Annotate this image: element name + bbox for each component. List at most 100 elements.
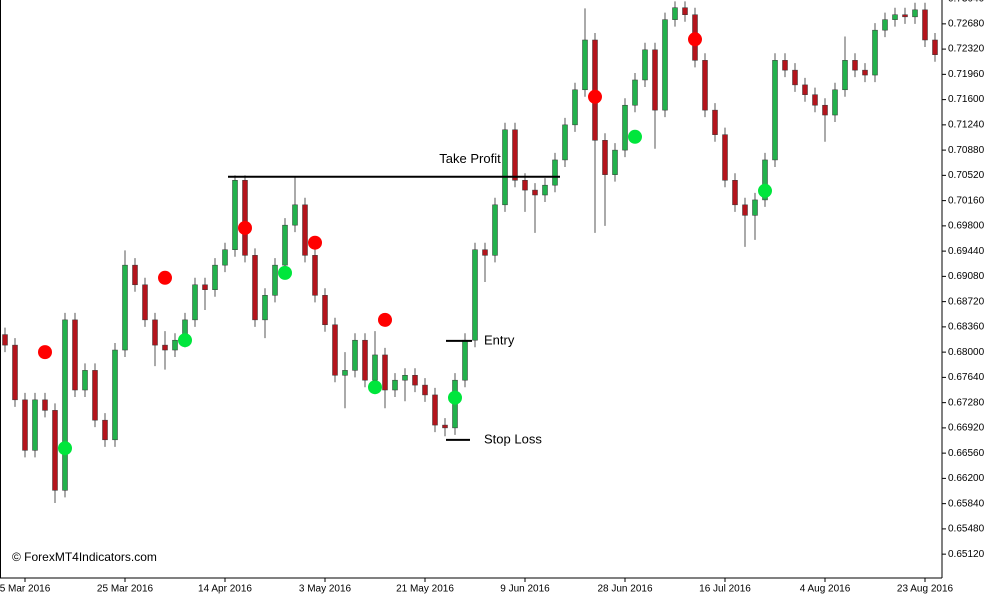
candle-body [422,384,428,396]
candle-body [532,189,538,196]
candle-body [362,339,368,381]
candle-body [542,184,548,196]
candle-body [162,344,168,351]
x-tick-label: 28 Jun 2016 [597,584,652,595]
sell-signal [38,345,52,360]
y-tick-label: 0.71600 [948,94,985,105]
candle-body [52,410,58,491]
candle-body [922,9,928,41]
candle-body [882,19,888,31]
stop-loss-label: Stop Loss [484,431,542,446]
y-tick-label: 0.66200 [948,473,985,484]
x-tick-label: 5 Mar 2016 [0,584,51,595]
candle-body [292,204,298,226]
candle-body [872,29,878,76]
buy-signal [628,129,642,144]
candle-body [862,69,868,76]
sell-signal [158,270,172,285]
candle-body [282,224,288,266]
candle-body [932,39,938,55]
x-tick-label: 3 May 2016 [299,584,352,595]
y-tick-label: 0.69440 [948,246,985,257]
y-tick-label: 0.66560 [948,448,985,459]
candle-body [622,104,628,151]
y-tick-label: 0.70520 [948,170,985,181]
candle-body [562,124,568,161]
candle-body [122,264,128,351]
x-tick-label: 21 May 2016 [396,584,454,595]
candle-body [2,334,8,346]
candle-body [432,394,438,426]
candle-body [742,204,748,216]
candle-body [602,140,608,175]
candle-body [412,375,418,386]
x-tick-label: 25 Mar 2016 [97,584,154,595]
y-tick-label: 0.72680 [948,18,985,29]
candle-body [812,94,818,106]
x-tick-label: 9 Jun 2016 [500,584,550,595]
y-tick-label: 0.65480 [948,524,985,535]
y-tick-label: 0.68000 [948,347,985,358]
candle-body [762,159,768,201]
y-tick-label: 0.65120 [948,549,985,560]
candle-body [772,60,778,161]
candle-body [792,69,798,86]
candle-body [222,249,228,266]
candle-body [22,399,28,451]
y-tick-label: 0.69800 [948,221,985,232]
candle-body [62,319,68,491]
candle-body [652,49,658,111]
candle-body [372,354,378,381]
candle-body [782,60,788,71]
candle-body [212,264,218,290]
buy-signal [278,265,292,280]
candle-body [642,49,648,81]
candle-body [302,204,308,256]
sell-signal [308,235,322,250]
candle-body [682,7,688,15]
y-tick-label: 0.67280 [948,397,985,408]
candle-body [312,255,318,296]
candle-body [662,19,668,111]
candle-body [192,284,198,321]
candle-body [522,180,528,191]
candle-body [392,379,398,391]
y-tick-label: 0.67640 [948,372,985,383]
entry-label: Entry [484,332,515,347]
y-tick-label: 0.73040 [948,0,985,4]
candle-body [332,324,338,376]
buy-signal [58,441,72,456]
y-tick-label: 0.68720 [948,296,985,307]
x-tick-label: 16 Jul 2016 [699,584,751,595]
y-tick-label: 0.68360 [948,322,985,333]
candle-body [12,344,18,401]
candle-body [132,264,138,286]
buy-signal [178,333,192,348]
candle-body [852,60,858,71]
candle-body [262,295,268,321]
candle-body [712,109,718,135]
sell-signal [588,89,602,104]
buy-signal [448,390,462,405]
candle-body [552,159,558,186]
x-tick-label: 23 Aug 2016 [897,584,954,595]
buy-signal [758,183,772,198]
candle-body [102,419,108,441]
candle-body [672,7,678,20]
candle-body [632,79,638,106]
candle-body [902,14,908,18]
x-tick-label: 4 Aug 2016 [800,584,851,595]
candle-body [232,180,238,250]
candle-body [752,199,758,216]
y-tick-label: 0.71240 [948,119,985,130]
y-tick-label: 0.70880 [948,145,985,156]
candle-body [572,89,578,126]
candle-body [802,84,808,95]
candle-body [92,370,98,421]
candle-body [442,424,448,429]
candle-body [322,295,328,326]
candle-body [582,39,588,91]
